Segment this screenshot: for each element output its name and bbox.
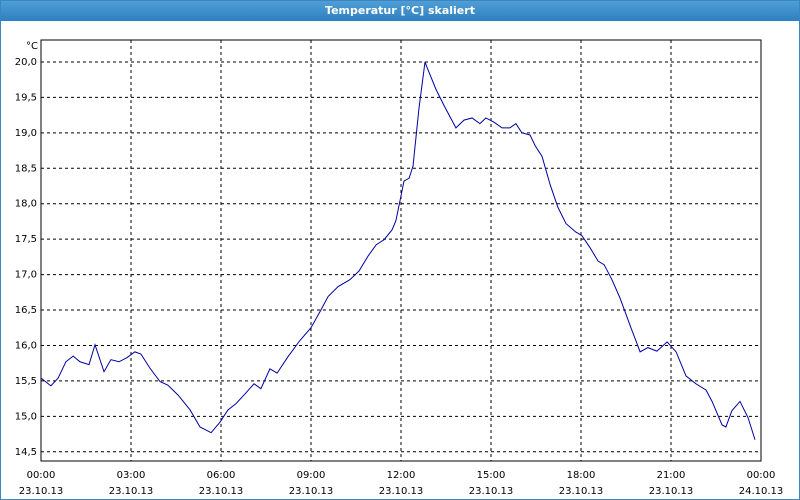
y-tick-label: 20,0 [15, 57, 37, 68]
x-tick-date: 23.10.13 [649, 486, 694, 497]
y-tick-label: 19,0 [15, 128, 37, 139]
y-tick-label: 15,0 [15, 411, 37, 422]
line [40, 61, 756, 440]
x-tick-date: 23.10.13 [379, 486, 424, 497]
x-tick-date: 23.10.13 [469, 486, 514, 497]
y-axis-label: °C [26, 41, 38, 52]
x-tick-date: 23.10.13 [289, 486, 334, 497]
x-tick-date: 23.10.13 [559, 486, 604, 497]
x-tick-label: 15:00 [477, 470, 506, 481]
x-tick-label: 00:00 [747, 470, 776, 481]
y-tick-label: 16,0 [15, 340, 37, 351]
y-tick-label: 16,5 [15, 305, 37, 316]
x-tick-label: 12:00 [387, 470, 416, 481]
x-tick-date: 23.10.13 [109, 486, 154, 497]
y-tick-label: 14,5 [15, 447, 37, 458]
chart-title: Temperatur [°C] skaliert [1, 1, 799, 21]
x-tick-label: 21:00 [657, 470, 686, 481]
y-tick-label: 18,0 [15, 199, 37, 210]
y-tick-label: 15,5 [15, 376, 37, 387]
plot-frame [40, 39, 762, 462]
x-tick-date: 23.10.13 [199, 486, 244, 497]
y-tick-label: 17,0 [15, 270, 37, 281]
x-tick-label: 09:00 [297, 470, 326, 481]
y-tick-label: 18,5 [15, 163, 37, 174]
x-tick-label: 03:00 [117, 470, 146, 481]
x-tick-label: 00:00 [27, 470, 56, 481]
y-tick-label: 17,5 [15, 234, 37, 245]
x-tick-label: 06:00 [207, 470, 236, 481]
x-tick-date: 23.10.13 [19, 486, 64, 497]
x-tick-date: 24.10.13 [739, 486, 784, 497]
y-tick-label: 19,5 [15, 92, 37, 103]
x-tick-label: 18:00 [567, 470, 596, 481]
